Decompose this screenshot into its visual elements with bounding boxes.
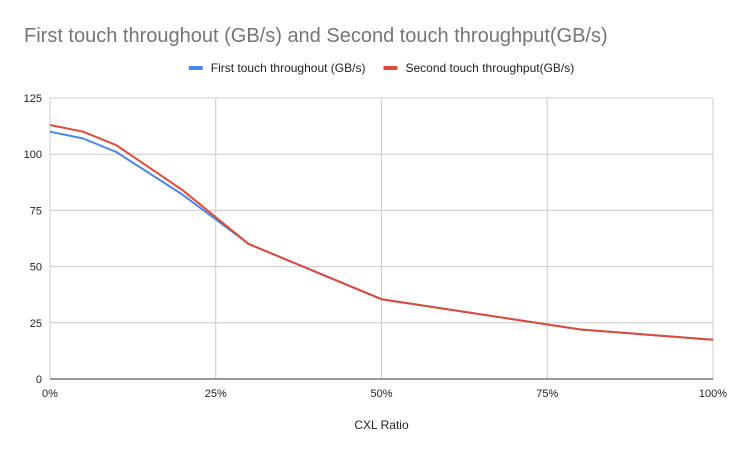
y-tick-label: 50 [30, 262, 42, 274]
x-tick-label: 25% [205, 388, 227, 400]
legend-swatch [383, 66, 398, 70]
x-tick-label: 50% [370, 388, 392, 400]
x-axis-title: CXL Ratio [354, 418, 409, 432]
x-tick-label: 0% [42, 388, 58, 400]
gridlines [49, 97, 714, 379]
x-tick-label: 75% [536, 388, 558, 400]
chart-title: First touch throughout (GB/s) and Second… [24, 25, 608, 47]
series-line-2 [49, 124, 714, 341]
legend-item-1: First touch throughout (GB/s) [188, 61, 366, 75]
legend-item-2: Second touch throughput(GB/s) [383, 61, 574, 75]
series-lines [49, 124, 714, 341]
y-tick-label: 25 [30, 318, 42, 330]
legend-label: Second touch throughput(GB/s) [405, 61, 574, 75]
legend-label: First touch throughout (GB/s) [211, 61, 366, 75]
legend-swatch [188, 66, 203, 70]
legend: First touch throughout (GB/s) Second touc… [188, 61, 574, 75]
y-tick-label: 125 [24, 93, 42, 105]
y-tick-label: 75 [30, 205, 42, 217]
y-tick-label: 100 [24, 149, 42, 161]
y-tick-label: 0 [36, 374, 42, 386]
y-axis-ticks: 0 25 50 75 100 125 [24, 93, 42, 386]
x-axis-ticks: 0% 25% 50% 75% 100% [42, 388, 727, 400]
x-tick-label: 100% [699, 388, 727, 400]
